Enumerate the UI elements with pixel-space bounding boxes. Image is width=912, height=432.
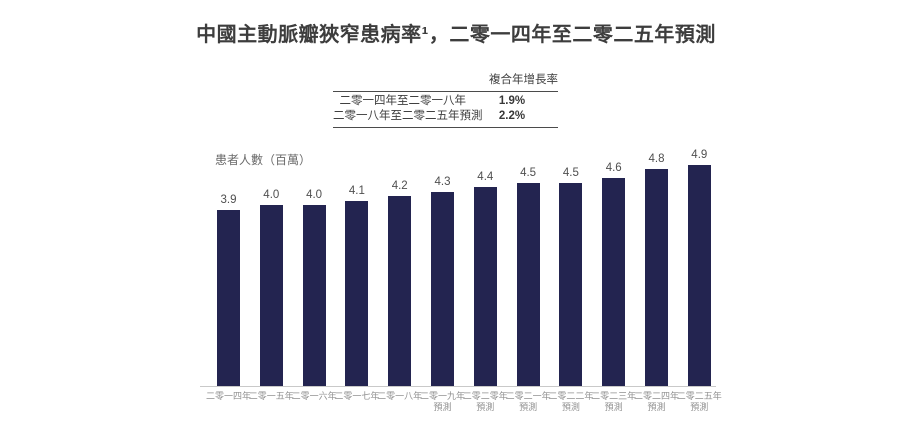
x-axis-tick-label: 二零二一年 預測: [505, 391, 551, 412]
bar-value-label: 4.3: [434, 176, 451, 188]
bar: [516, 183, 540, 386]
x-axis-tick-label: 二零二五年 預測: [676, 391, 722, 412]
x-axis-tick-label: 二零二二年 預測: [548, 391, 594, 412]
bar-column: 4.6: [602, 160, 626, 386]
bar-value-label: 4.6: [605, 162, 622, 174]
bar: [259, 205, 283, 386]
x-axis-tick-label: 二零二四年 預測: [633, 391, 680, 412]
bar-column: 4.2: [388, 160, 412, 386]
chart-title: 中國主動脈瓣狹窄患病率¹，二零一四年至二零二五年預測: [196, 24, 716, 46]
bar: [431, 192, 454, 386]
x-axis-tick-label: 二零一八年: [377, 391, 423, 401]
bar: [687, 165, 711, 386]
x-axis-tick-label: 二零一七年: [334, 391, 380, 401]
cagr-table-header: 複合年增長率: [489, 74, 558, 86]
bar-chart-plot-area: 3.9 4.0 4.0 4.1 4.2 4.3 4.4 4.5 4.5 4.6 4.8 4.9: [200, 149, 716, 387]
cagr-table-body: 二零一四年至二零一八年 1.9% 二零一八年至二零二五年預測 2.2%: [333, 91, 558, 128]
bar-column: 4.8: [645, 153, 668, 386]
bar-column: 4.3: [431, 160, 454, 386]
bar-value-label: 4.8: [648, 153, 665, 165]
cagr-row-value: 1.9%: [498, 95, 526, 107]
bar-value-label: 4.0: [263, 189, 280, 201]
bar: [473, 187, 497, 386]
bar-value-label: 4.9: [691, 149, 708, 161]
bar-value-label: 4.5: [520, 167, 537, 179]
bar: [559, 183, 583, 386]
cagr-row-label: 二零一八年至二零二五年預測: [333, 110, 483, 122]
x-axis-tick-label: 二零二零年 預測: [462, 391, 508, 412]
bar: [602, 178, 626, 386]
bar: [217, 210, 240, 386]
cagr-row: 二零一八年至二零二五年預測 2.2%: [333, 109, 558, 124]
x-axis-tick-label: 二零一六年: [291, 391, 337, 401]
bar-column: 4.4: [473, 160, 497, 386]
bar-column: 4.1: [345, 160, 369, 386]
bar-value-label: 4.2: [391, 180, 408, 192]
bar-column: 4.5: [559, 160, 583, 386]
bar-value-label: 4.5: [562, 167, 579, 179]
cagr-table: 複合年增長率 二零一四年至二零一八年 1.9% 二零一八年至二零二五年預測 2.…: [333, 72, 558, 128]
x-axis-tick-label: 二零一九年 預測: [419, 391, 466, 412]
x-axis-tick-labels: 二零一四年 二零一五年 二零一六年 二零一七年 二零一八年 二零一九年 預測 二零二零年 預測二…: [200, 391, 722, 421]
bar-value-label: 4.0: [306, 189, 323, 201]
bar-value-label: 4.4: [477, 171, 494, 183]
x-axis-tick-label: 二零一五年: [248, 391, 294, 401]
bar-value-label: 4.1: [348, 185, 365, 197]
y-axis-label: 患者人數（百萬）: [215, 153, 312, 167]
bar-column: 3.9: [217, 160, 240, 386]
cagr-row-value: 2.2%: [498, 110, 526, 122]
cagr-row-label: 二零一四年至二零一八年: [339, 95, 467, 107]
bar: [645, 169, 668, 386]
bar: [345, 201, 369, 386]
cagr-row: 二零一四年至二零一八年 1.9%: [333, 94, 558, 109]
bar-column: 4.5: [516, 160, 540, 386]
x-axis-tick-label: 二零一四年: [205, 391, 252, 401]
bar-value-label: 3.9: [220, 194, 237, 206]
bar-column: 4.9: [687, 149, 711, 386]
bar-column: 4.0: [302, 160, 326, 386]
x-axis-tick-label: 二零二三年 預測: [591, 391, 637, 412]
bar: [388, 196, 412, 386]
bar: [302, 205, 326, 386]
bar-column: 4.0: [259, 160, 283, 386]
